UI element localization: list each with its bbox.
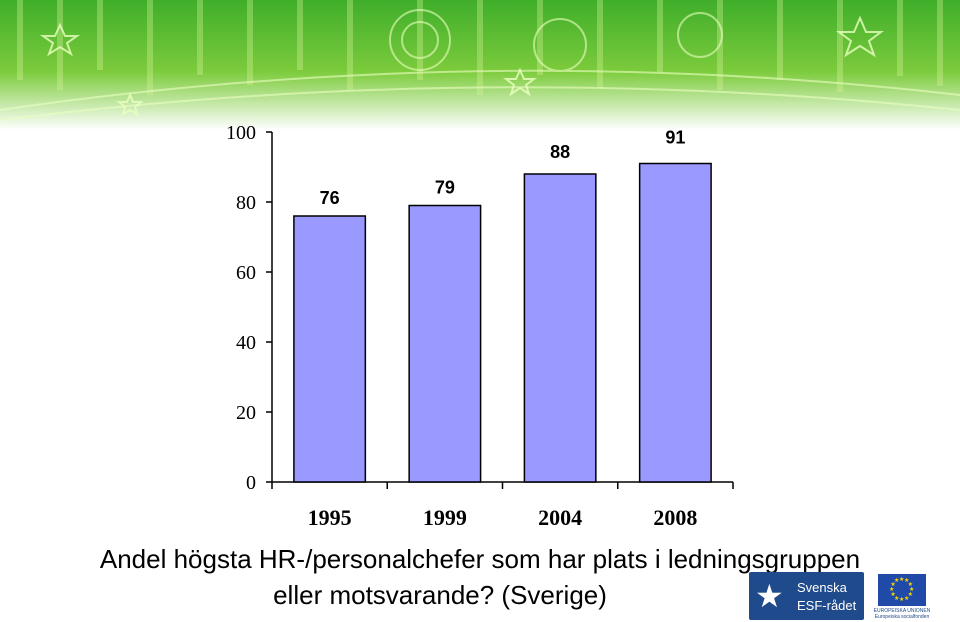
bar-1999: [408, 204, 482, 483]
eu-star-icon: ★: [894, 594, 900, 602]
esf-logo-text-line1: Svenska: [797, 580, 847, 595]
y-tick-label: 20: [236, 402, 256, 424]
eu-star-icon: ★: [899, 596, 905, 603]
eu-star-icon: ★: [909, 586, 915, 593]
eu-star-icon: ★: [894, 577, 900, 585]
y-axis: 0 20 40 60 80 100: [226, 122, 273, 494]
bar-2008: [638, 162, 712, 483]
eu-logo-text-line2: Europeiska socialfonden: [874, 614, 930, 620]
chart-caption-line2: eller motsvarande? (Sverige): [273, 580, 607, 610]
eu-star-icon: ★: [889, 586, 895, 593]
x-tick-label: 2008: [653, 505, 697, 530]
y-tick-label: 60: [236, 262, 256, 284]
chart-caption-line1: Andel högsta HR-/personalchefer som har …: [99, 544, 861, 574]
x-tick-label: 1999: [423, 505, 467, 530]
bar-chart: 0 20 40 60 80 100 1995 1999 2004 2008 76 79 88 91: [226, 122, 734, 530]
y-tick-label: 0: [246, 472, 256, 494]
star-icon: ★: [755, 577, 784, 615]
y-tick-label: 80: [236, 192, 256, 214]
bar-2004: [523, 173, 597, 483]
eu-star-icon: ★: [899, 576, 905, 583]
eu-star-icon: ★: [904, 594, 910, 602]
esf-logo-text-line2: ESF-rådet: [797, 598, 857, 613]
x-axis: 1995 1999 2004 2008: [271, 481, 734, 530]
y-tick-label: 40: [236, 332, 256, 354]
data-label: 79: [435, 178, 455, 198]
eu-logo-text-line1: EUROPEISKA UNIONEN: [873, 608, 931, 614]
x-tick-label: 1995: [308, 505, 352, 530]
data-label: 91: [665, 128, 685, 148]
eu-logo: ★ ★ ★ ★ ★ ★ ★ ★ ★ ★ ★ ★ EUROPEISKA UNIONEN Europeis…: [872, 572, 932, 620]
eu-star-icon: ★: [904, 577, 910, 585]
data-label: 76: [320, 188, 340, 208]
eu-star-icon: ★: [890, 591, 896, 598]
esf-radet-logo: ★ Svenska ESF-rådet: [749, 572, 864, 620]
eu-flag-icon: ★ ★ ★ ★ ★ ★ ★ ★ ★ ★ ★ ★: [878, 574, 926, 606]
eu-star-icon: ★: [890, 581, 896, 588]
y-tick-label: 100: [226, 122, 256, 144]
data-label: 88: [550, 142, 570, 162]
eu-star-icon: ★: [907, 591, 914, 598]
data-labels-group: 76 79 88 91: [320, 128, 686, 209]
eu-star-icon: ★: [907, 581, 914, 588]
x-tick-label: 2004: [538, 505, 582, 530]
decorative-green-banner: [0, 0, 960, 130]
bars-group: [293, 162, 712, 483]
bar-1995: [293, 215, 367, 483]
